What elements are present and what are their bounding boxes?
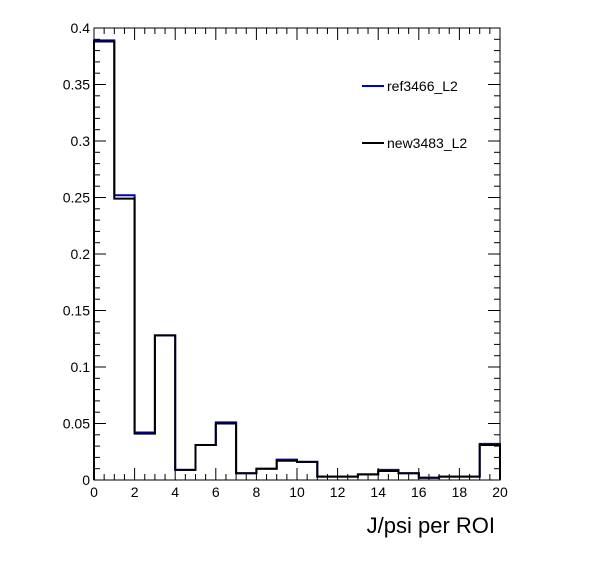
x-tick-label: 20 (492, 484, 508, 500)
y-tick-label: 0.05 (63, 416, 90, 432)
y-tick-labels: 0 0.05 0.1 0.15 0.2 0.25 0.3 0.35 0.4 (63, 20, 90, 488)
y-tick-label: 0.2 (71, 246, 91, 262)
legend-label-new: new3483_L2 (387, 135, 467, 151)
legend-box (356, 56, 482, 166)
y-tick-label: 0.35 (63, 77, 90, 93)
x-tick-label: 18 (452, 484, 468, 500)
x-tick-labels: 0 2 4 6 8 10 12 14 16 18 20 (90, 484, 508, 500)
y-tick-label: 0 (82, 472, 90, 488)
x-tick-label: 14 (370, 484, 386, 500)
legend-label-ref: ref3466_L2 (387, 78, 458, 94)
x-tick-label: 8 (253, 484, 261, 500)
x-tick-label: 12 (330, 484, 346, 500)
y-tick-label: 0.15 (63, 303, 90, 319)
x-tick-label: 4 (171, 484, 179, 500)
series-line-1 (93, 40, 501, 480)
x-tick-label: 6 (212, 484, 220, 500)
y-tick-label: 0.4 (71, 20, 91, 36)
x-tick-label: 10 (289, 484, 305, 500)
x-tick-label: 16 (411, 484, 427, 500)
y-tick-label: 0.1 (71, 359, 91, 375)
y-tick-label: 0.25 (63, 190, 90, 206)
x-tick-label: 2 (131, 484, 139, 500)
x-axis-title: J/psi per ROI (367, 513, 495, 538)
x-tick-label: 0 (90, 484, 98, 500)
histogram-series (93, 39, 501, 480)
legend: ref3466_L2 new3483_L2 (356, 56, 482, 166)
y-tick-label: 0.3 (71, 133, 91, 149)
